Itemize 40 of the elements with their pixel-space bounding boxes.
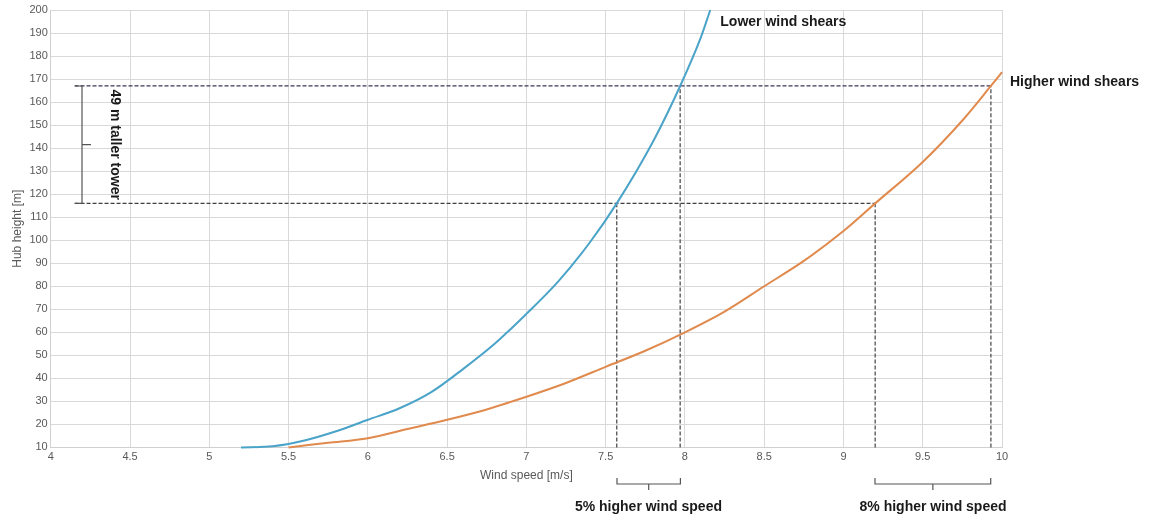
y-tick-label: 90 (35, 256, 48, 269)
y-tick-label: 120 (29, 187, 48, 200)
y-axis-title: Hub height [m] (9, 189, 24, 268)
y-tick-label: 40 (35, 371, 48, 384)
annotation: Lower wind shears (720, 12, 847, 29)
y-tick-label: 50 (35, 348, 48, 361)
x-tick-label: 4 (47, 450, 54, 463)
y-tick-label: 60 (35, 325, 48, 338)
y-tick-label: 20 (35, 417, 48, 430)
y-tick-label: 160 (29, 95, 48, 108)
y-tick-label: 80 (35, 279, 48, 292)
y-tick-label: 70 (35, 302, 48, 315)
y-tick-label: 140 (29, 141, 48, 154)
y-tick-label: 10 (35, 440, 48, 453)
x-tick-label: 10 (995, 450, 1009, 463)
x-tick-label: 4.5 (122, 450, 138, 463)
x-tick-label: 5.5 (280, 450, 297, 463)
y-tick-label: 190 (29, 26, 48, 39)
text: Higher wind shears (1010, 73, 1140, 90)
x-tick-label: 8 (681, 450, 688, 463)
text: 5% higher wind speed (574, 498, 722, 515)
x-tick-label: 9 (840, 450, 847, 463)
y-tick-label: 170 (29, 72, 48, 85)
y-tick-label: 110 (30, 210, 48, 223)
y-tick-label: 100 (29, 233, 48, 246)
x-tick-label: 7.5 (598, 450, 614, 463)
y-tick-label: 150 (29, 118, 48, 131)
x-tick-label: 6 (364, 450, 371, 463)
x-tick-label: 7 (523, 450, 530, 463)
y-tick-label: 130 (29, 164, 48, 177)
x-tick-label: 9.5 (915, 450, 931, 463)
y-tick-label: 30 (35, 394, 48, 407)
x-tick-label: 8.5 (756, 450, 772, 463)
x-axis-title: Wind speed [m/s] (480, 468, 573, 483)
annotation: 49 m taller tower (107, 89, 124, 201)
x-tick-label: 5 (206, 450, 213, 463)
y-tick-label: 180 (29, 49, 48, 62)
y-tick-label: 200 (29, 3, 48, 16)
text: 8% higher wind speed (859, 498, 1007, 515)
x-tick-label: 6.5 (439, 450, 455, 463)
